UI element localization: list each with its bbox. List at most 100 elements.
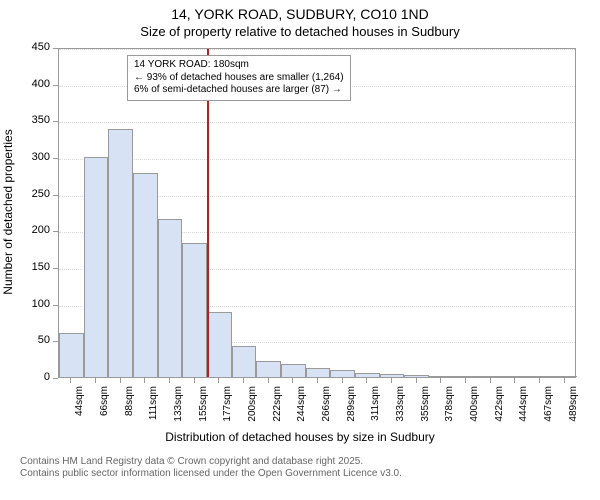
x-tick-mark: [169, 378, 170, 383]
histogram-bar: [478, 376, 503, 377]
plot-area: 14 YORK ROAD: 180sqm ← 93% of detached h…: [58, 48, 576, 378]
x-tick-mark: [440, 378, 441, 383]
x-tick-mark: [243, 378, 244, 383]
histogram-bar: [528, 376, 553, 377]
footer-line-1: Contains HM Land Registry data © Crown c…: [20, 456, 402, 468]
x-tick-mark: [268, 378, 269, 383]
info-box-line-3: 6% of semi-detached houses are larger (8…: [134, 84, 344, 97]
x-tick-mark: [144, 378, 145, 383]
gridline: [59, 49, 575, 50]
y-tick-mark: [53, 231, 58, 232]
x-tick-label: 200sqm: [247, 386, 258, 436]
y-tick-mark: [53, 48, 58, 49]
info-box-line-2: ← 93% of detached houses are smaller (1,…: [134, 72, 344, 85]
histogram-bar: [330, 370, 355, 377]
x-tick-mark: [95, 378, 96, 383]
y-tick-mark: [53, 85, 58, 86]
y-tick-label: 50: [20, 334, 50, 346]
y-tick-mark: [53, 268, 58, 269]
chart-container: 14, YORK ROAD, SUDBURY, CO10 1ND Size of…: [0, 0, 600, 500]
x-tick-mark: [218, 378, 219, 383]
title-line-1: 14, YORK ROAD, SUDBURY, CO10 1ND: [0, 6, 600, 24]
x-tick-mark: [194, 378, 195, 383]
y-tick-label: 400: [20, 78, 50, 90]
histogram-bar: [552, 376, 577, 377]
x-tick-label: 422sqm: [494, 386, 505, 436]
x-tick-mark: [366, 378, 367, 383]
x-tick-mark: [342, 378, 343, 383]
x-tick-label: 155sqm: [198, 386, 209, 436]
y-axis-label: Number of detached properties: [1, 122, 15, 302]
x-tick-mark: [514, 378, 515, 383]
x-tick-label: 133sqm: [173, 386, 184, 436]
histogram-bar: [503, 376, 528, 377]
x-tick-mark: [292, 378, 293, 383]
x-tick-label: 400sqm: [469, 386, 480, 436]
x-tick-label: 177sqm: [222, 386, 233, 436]
x-tick-label: 44sqm: [74, 386, 85, 436]
y-tick-mark: [53, 305, 58, 306]
y-tick-mark: [53, 195, 58, 196]
footer-block: Contains HM Land Registry data © Crown c…: [0, 456, 402, 480]
x-tick-label: 444sqm: [518, 386, 529, 436]
x-tick-mark: [490, 378, 491, 383]
x-tick-label: 222sqm: [272, 386, 283, 436]
x-tick-mark: [391, 378, 392, 383]
reference-info-box: 14 YORK ROAD: 180sqm ← 93% of detached h…: [127, 55, 351, 101]
histogram-bar: [84, 157, 109, 377]
x-tick-mark: [416, 378, 417, 383]
histogram-bar: [355, 373, 380, 377]
x-tick-label: 289sqm: [346, 386, 357, 436]
x-tick-label: 489sqm: [568, 386, 579, 436]
gridline: [59, 159, 575, 160]
info-box-line-1: 14 YORK ROAD: 180sqm: [134, 59, 344, 72]
x-tick-label: 88sqm: [124, 386, 135, 436]
x-tick-label: 244sqm: [296, 386, 307, 436]
title-block: 14, YORK ROAD, SUDBURY, CO10 1ND Size of…: [0, 0, 600, 40]
y-tick-mark: [53, 341, 58, 342]
y-tick-label: 100: [20, 298, 50, 310]
y-tick-label: 0: [20, 371, 50, 383]
y-tick-label: 250: [20, 188, 50, 200]
histogram-bar: [182, 243, 207, 377]
histogram-bar: [404, 375, 429, 377]
x-tick-mark: [564, 378, 565, 383]
histogram-bar: [59, 333, 84, 377]
x-tick-label: 355sqm: [420, 386, 431, 436]
x-tick-mark: [317, 378, 318, 383]
footer-line-2: Contains public sector information licen…: [20, 468, 402, 480]
x-axis-label: Distribution of detached houses by size …: [0, 430, 600, 444]
histogram-bar: [158, 219, 183, 377]
x-tick-mark: [465, 378, 466, 383]
x-tick-label: 333sqm: [395, 386, 406, 436]
x-tick-mark: [120, 378, 121, 383]
y-tick-mark: [53, 158, 58, 159]
x-tick-label: 266sqm: [321, 386, 332, 436]
histogram-bar: [207, 312, 232, 377]
x-tick-mark: [539, 378, 540, 383]
y-tick-label: 450: [20, 41, 50, 53]
histogram-bar: [281, 364, 306, 377]
x-tick-label: 467sqm: [543, 386, 554, 436]
histogram-bar: [306, 368, 331, 377]
y-tick-label: 300: [20, 151, 50, 163]
y-tick-label: 150: [20, 261, 50, 273]
histogram-bar: [133, 173, 158, 377]
histogram-bar: [232, 346, 257, 377]
x-tick-label: 111sqm: [148, 386, 159, 436]
x-tick-label: 66sqm: [99, 386, 110, 436]
histogram-bar: [380, 374, 405, 377]
y-tick-mark: [53, 121, 58, 122]
x-tick-label: 311sqm: [370, 386, 381, 436]
histogram-bar: [454, 376, 479, 377]
histogram-bar: [256, 361, 281, 377]
title-line-2: Size of property relative to detached ho…: [0, 24, 600, 40]
y-tick-label: 350: [20, 114, 50, 126]
y-tick-label: 200: [20, 224, 50, 236]
histogram-bar: [108, 129, 133, 377]
x-tick-mark: [70, 378, 71, 383]
y-tick-mark: [53, 378, 58, 379]
gridline: [59, 122, 575, 123]
histogram-bar: [429, 376, 454, 377]
x-tick-label: 378sqm: [444, 386, 455, 436]
